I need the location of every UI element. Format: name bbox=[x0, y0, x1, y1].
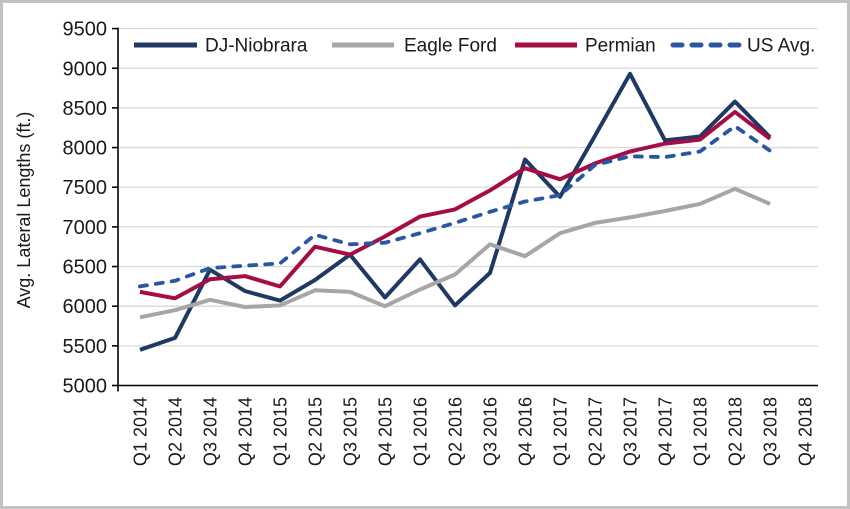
series-lines bbox=[138, 71, 772, 352]
x-tick-label: Q4 2014 bbox=[236, 397, 256, 466]
x-tick-label: Q1 2017 bbox=[551, 397, 571, 466]
x-tick-label: Q3 2015 bbox=[341, 397, 361, 466]
legend-item-eagle-ford: Eagle Ford bbox=[332, 36, 497, 57]
x-tick-label: Q2 2014 bbox=[166, 397, 186, 466]
y-axis-title: Avg. Lateral Lengths (ft.) bbox=[14, 112, 34, 309]
legend-label: US Avg. bbox=[747, 36, 815, 57]
y-tick-label: 8500 bbox=[63, 98, 108, 120]
x-tick-label: Q1 2015 bbox=[271, 397, 291, 466]
x-tick-label: Q4 2016 bbox=[516, 397, 536, 466]
x-tick-label: Q2 2018 bbox=[726, 397, 746, 466]
x-tick-label: Q3 2018 bbox=[761, 397, 781, 466]
x-tick-label: Q2 2017 bbox=[586, 397, 606, 466]
y-tick-label: 6500 bbox=[63, 257, 108, 279]
legend: DJ-Niobrara Eagle Ford Permian US Avg. bbox=[134, 36, 815, 57]
y-tick-label: 8000 bbox=[63, 138, 108, 160]
y-tick-label: 7000 bbox=[63, 217, 108, 239]
y-tick-label: 5000 bbox=[63, 376, 108, 398]
x-tick-label: Q2 2016 bbox=[446, 397, 466, 466]
axes bbox=[112, 27, 818, 392]
x-tick-label: Q1 2016 bbox=[411, 397, 431, 466]
legend-label: DJ-Niobrara bbox=[205, 36, 308, 57]
x-tick-label: Q4 2017 bbox=[656, 397, 676, 466]
x-tick-label: Q2 2015 bbox=[306, 397, 326, 466]
series-line-dj-niobrara bbox=[139, 71, 772, 352]
gridlines bbox=[118, 27, 818, 347]
y-tick-label: 9500 bbox=[63, 19, 108, 41]
legend-item-us-avg-: US Avg. bbox=[670, 36, 815, 57]
series-line-permian bbox=[139, 109, 772, 301]
series-line-eagle-ford bbox=[139, 186, 771, 320]
y-tick-label: 5500 bbox=[63, 336, 108, 358]
x-axis-tick-labels: Q1 2014 Q2 2014 Q3 2014 Q4 2014 Q1 2015 Q2 20… bbox=[131, 397, 816, 466]
legend-label: Permian bbox=[585, 36, 656, 57]
x-tick-label: Q4 2015 bbox=[376, 397, 396, 466]
legend-item-dj-niobrara: DJ-Niobrara bbox=[134, 36, 308, 57]
x-tick-label: Q3 2014 bbox=[201, 397, 221, 466]
legend-label: Eagle Ford bbox=[404, 36, 497, 57]
y-axis-tick-labels: 9500 9000 8500 8000 7500 7000 6500 6000 5500 5000 bbox=[63, 19, 108, 398]
line-chart: 9500 9000 8500 8000 7500 7000 6500 6000 5500 5000… bbox=[14, 19, 818, 466]
y-tick-label: 9000 bbox=[63, 58, 108, 80]
series-line-us-avg- bbox=[138, 124, 772, 289]
x-tick-label: Q1 2014 bbox=[131, 397, 151, 466]
y-tick-label: 7500 bbox=[63, 177, 108, 199]
x-tick-label: Q3 2016 bbox=[481, 397, 501, 466]
x-tick-label: Q3 2017 bbox=[621, 397, 641, 466]
legend-item-permian: Permian bbox=[515, 36, 656, 57]
y-tick-label: 6000 bbox=[63, 296, 108, 318]
x-tick-label: Q1 2018 bbox=[691, 397, 711, 466]
x-tick-label: Q4 2018 bbox=[796, 397, 816, 466]
